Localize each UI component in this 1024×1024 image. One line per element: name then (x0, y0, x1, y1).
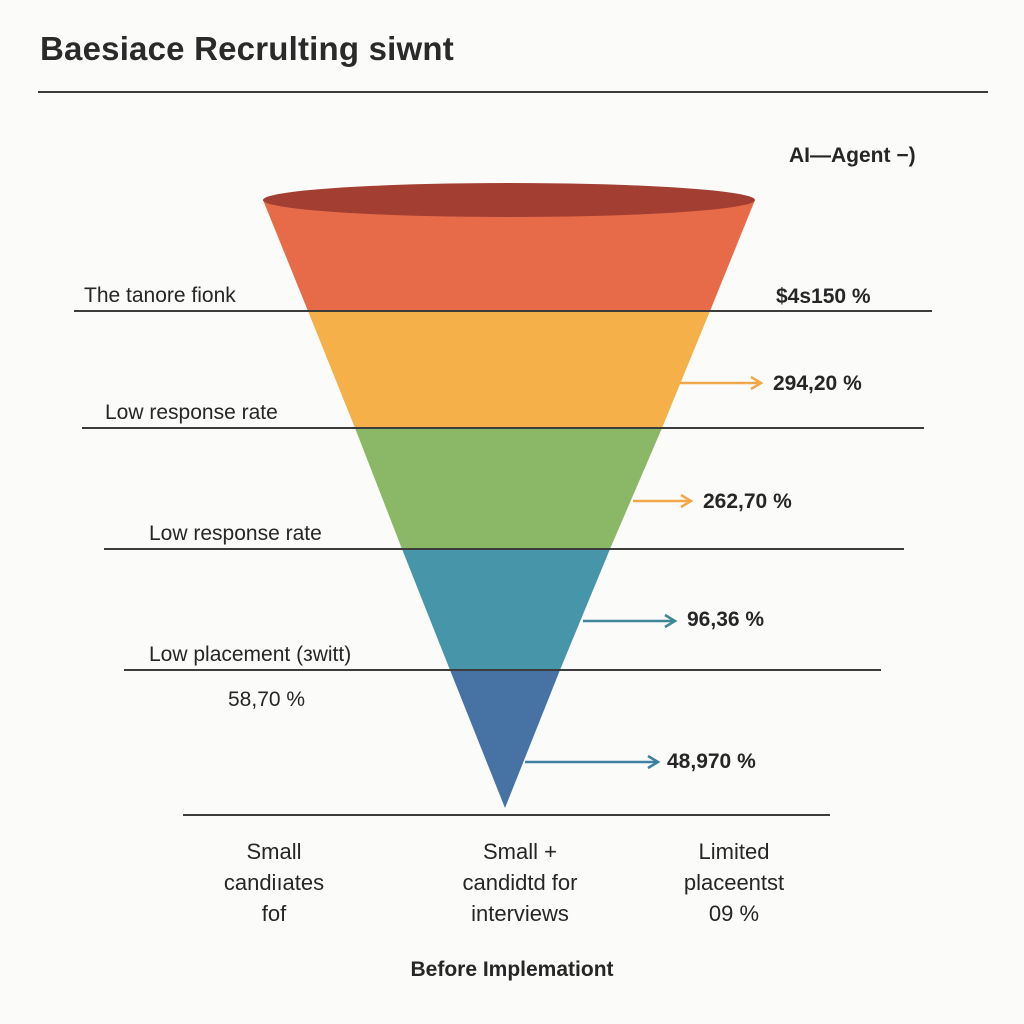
funnel-stage-3 (355, 428, 662, 549)
funnel-stage-4 (402, 549, 610, 670)
bottom-category-3: Limited placeentst 09 % (624, 836, 844, 929)
funnel-caption: Before Implemationt (410, 958, 614, 981)
bottom-category-3-line3: 09 % (708, 901, 760, 926)
stage-divider-5 (183, 814, 830, 816)
stage-2-value: 294,20 % (773, 372, 862, 395)
arrow-icon (633, 493, 694, 509)
stage-2-label: Low response rate (105, 401, 278, 424)
legend-label: AI—Agent −) (789, 144, 916, 167)
arrow-icon (583, 613, 678, 629)
bottom-category-1: Small candiıates fof (164, 836, 384, 929)
arrow-icon (680, 375, 764, 391)
funnel-rim (263, 183, 755, 217)
stage-4-value: 96,36 % (687, 608, 765, 631)
page-title: Baesiace Recrulting siwnt (40, 30, 454, 67)
bottom-category-1-line2: candiıates (223, 870, 325, 895)
stage-divider-3 (104, 548, 904, 550)
stage-5-left-value: 58,70 % (228, 688, 306, 711)
stage-4-label: Low placement (зwitt) (149, 643, 352, 666)
bottom-category-2: Small + candidtd for interviews (410, 836, 630, 929)
stage-divider-2 (82, 427, 924, 429)
arrow-icon (525, 754, 661, 770)
bottom-category-3-line1: Limited (698, 839, 770, 864)
bottom-category-3-line2: placeentst (683, 870, 785, 895)
stage-5-value: 48,970 % (667, 750, 756, 773)
stage-divider-1 (74, 310, 932, 312)
stage-divider-4 (124, 669, 881, 671)
stage-1-value: $4s150 % (776, 285, 871, 308)
bottom-category-2-line1: Small + (483, 839, 557, 864)
funnel-stage-2 (308, 311, 710, 428)
title-divider (38, 91, 988, 93)
bottom-category-1-line1: Small (246, 839, 302, 864)
stage-3-label: Low response rate (149, 522, 322, 545)
funnel-stage-5 (450, 670, 560, 808)
bottom-category-2-line2: candidtd for (462, 870, 578, 895)
stage-1-label: The tanore fionk (84, 284, 236, 307)
stage-3-value: 262,70 % (703, 490, 792, 513)
funnel-stage-1 (263, 200, 755, 311)
bottom-category-2-line3: interviews (471, 901, 569, 926)
bottom-category-1-line3: fof (261, 901, 287, 926)
